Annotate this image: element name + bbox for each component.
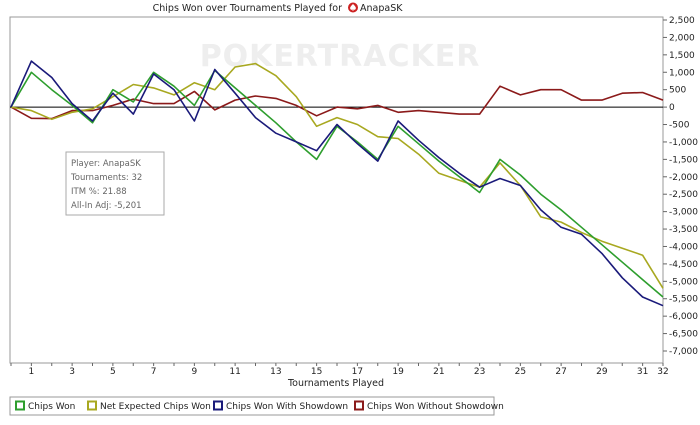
y-tick-label: -1,000 bbox=[669, 138, 698, 148]
legend-swatch bbox=[354, 400, 364, 411]
x-tick-label: 1 bbox=[29, 367, 35, 377]
x-tick-label: 11 bbox=[229, 367, 240, 377]
player-name: AnapaSK bbox=[360, 3, 403, 14]
y-tick-label: 2,000 bbox=[669, 33, 695, 43]
x-tick-label: 3 bbox=[69, 367, 75, 377]
y-tick-label: -5,500 bbox=[669, 295, 698, 305]
info-itm: ITM %: 21.88 bbox=[71, 187, 127, 197]
x-tick-label: 19 bbox=[392, 367, 404, 377]
x-tick-label: 9 bbox=[192, 367, 198, 377]
legend-frame bbox=[9, 396, 495, 416]
legend-label: Chips Won With Showdown bbox=[226, 402, 348, 412]
y-tick-label: -2,500 bbox=[669, 190, 698, 200]
x-tick-label: 31 bbox=[637, 367, 648, 377]
y-tick-label: -3,500 bbox=[669, 225, 698, 235]
x-tick-label: 29 bbox=[596, 367, 608, 377]
y-tick-label: -4,500 bbox=[669, 260, 698, 270]
legend-label: Net Expected Chips Won bbox=[100, 402, 211, 412]
legend: Chips Won Net Expected Chips Won Chips Won… bbox=[9, 396, 504, 416]
y-tick-label: -6,000 bbox=[669, 312, 698, 322]
x-tick-label: 25 bbox=[515, 367, 526, 377]
x-tick-label: 7 bbox=[151, 367, 157, 377]
x-tick-label: 17 bbox=[352, 367, 363, 377]
legend-label: Chips Won bbox=[28, 402, 75, 412]
y-tick-label: 500 bbox=[669, 86, 686, 96]
info-tournaments: Tournaments: 32 bbox=[70, 173, 142, 183]
x-tick-label: 5 bbox=[110, 367, 116, 377]
y-tick-label: -500 bbox=[669, 121, 690, 131]
y-tick-label: -6,500 bbox=[669, 330, 698, 340]
x-tick-label: 27 bbox=[555, 367, 566, 377]
spade-icon bbox=[348, 2, 358, 13]
x-axis-label: Tournaments Played bbox=[287, 378, 384, 389]
x-tick-label: 32 bbox=[657, 367, 668, 377]
y-tick-label: -5,000 bbox=[669, 277, 698, 287]
chart-title: Chips Won over Tournaments Played for bbox=[153, 3, 342, 14]
y-tick-label: -1,500 bbox=[669, 155, 698, 165]
series-layer bbox=[10, 60, 664, 307]
info-player: Player: AnapaSK bbox=[71, 159, 141, 169]
watermark-text: POKERTRACKER bbox=[200, 39, 481, 74]
legend-swatch bbox=[15, 400, 25, 411]
x-tick-label: 21 bbox=[433, 367, 444, 377]
series-line-1 bbox=[10, 69, 664, 298]
x-axis: 1 3 5 7 9 11 13 15 17 19 21 23 25 27 29 31 32 bbox=[10, 363, 669, 377]
y-axis: 2,500 2,000 1,500 1,000 500 0 -500 -1,000 -1,500… bbox=[663, 16, 698, 357]
series-line-2 bbox=[10, 62, 664, 289]
y-tick-label: -7,000 bbox=[669, 347, 698, 357]
info-allin-adj: All-In Adj: -5,201 bbox=[71, 201, 142, 211]
y-tick-label: 0 bbox=[669, 103, 675, 113]
legend-swatch bbox=[87, 400, 97, 411]
series-line-4 bbox=[10, 85, 664, 120]
y-tick-label: 1,500 bbox=[669, 51, 695, 61]
y-tick-label: -4,000 bbox=[669, 242, 698, 252]
y-tick-label: 1,000 bbox=[669, 68, 695, 78]
info-box-frame bbox=[65, 151, 165, 216]
x-tick-label: 23 bbox=[474, 367, 485, 377]
x-tick-label: 13 bbox=[270, 367, 281, 377]
series-line-3 bbox=[10, 60, 664, 307]
legend-swatch bbox=[213, 400, 223, 411]
y-tick-label: -3,000 bbox=[669, 208, 698, 218]
y-tick-label: -2,000 bbox=[669, 173, 698, 183]
info-box: Player: AnapaSK Tournaments: 32 ITM %: 2… bbox=[65, 151, 165, 216]
x-tick-label: 15 bbox=[311, 367, 322, 377]
legend-label: Chips Won Without Showdown bbox=[367, 402, 504, 412]
y-tick-label: 2,500 bbox=[669, 16, 695, 26]
